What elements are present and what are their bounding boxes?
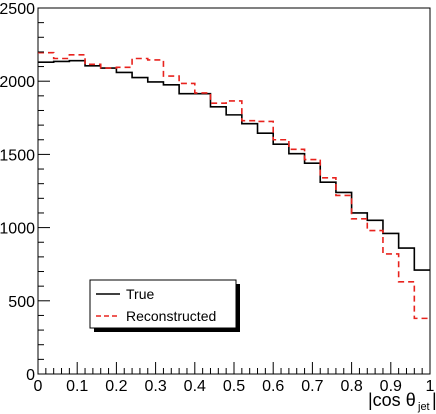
y-tick-label: 2000 [0,74,35,91]
x-tick-label: 0.5 [223,378,245,395]
x-tick-label: 0.2 [105,378,127,395]
x-axis-title-subscript: jet [417,401,430,413]
legend: True Reconstructed [89,279,240,332]
y-tick-label: 500 [8,294,35,311]
series-true-line [38,59,430,271]
x-tick-label: 0.6 [262,378,284,395]
x-tick-label: 0.9 [380,378,402,395]
series-reconstructed-line [38,51,430,320]
x-tick-label: 0.4 [184,378,206,395]
series-layer [38,51,430,320]
legend-label-reconstructed: Reconstructed [126,308,216,324]
y-tick-label: 1000 [0,221,35,238]
legend-box [89,279,237,329]
x-tick-label: 0.8 [340,378,362,395]
x-tick-label: 0.1 [66,378,88,395]
x-tick-label: 1 [426,378,435,395]
x-axis-title: |cos θ jet | [368,390,436,413]
x-tick-label: 0.3 [144,378,166,395]
x-tick-label: 0 [34,378,43,395]
tick-layer: 0 0.1 0.2 0.3 0.4 0.5 0.6 0.7 0.8 0.9 1 0 500 1000 150… [0,1,435,395]
y-tick-label: 1500 [0,147,35,164]
x-tick-label: 0.7 [301,378,323,395]
y-tick-label: 0 [26,367,35,384]
x-axis-title-close: | [432,390,436,410]
y-tick-label: 2500 [0,1,35,18]
x-axis-title-main: |cos θ [368,390,416,410]
legend-label-true: True [126,286,154,302]
